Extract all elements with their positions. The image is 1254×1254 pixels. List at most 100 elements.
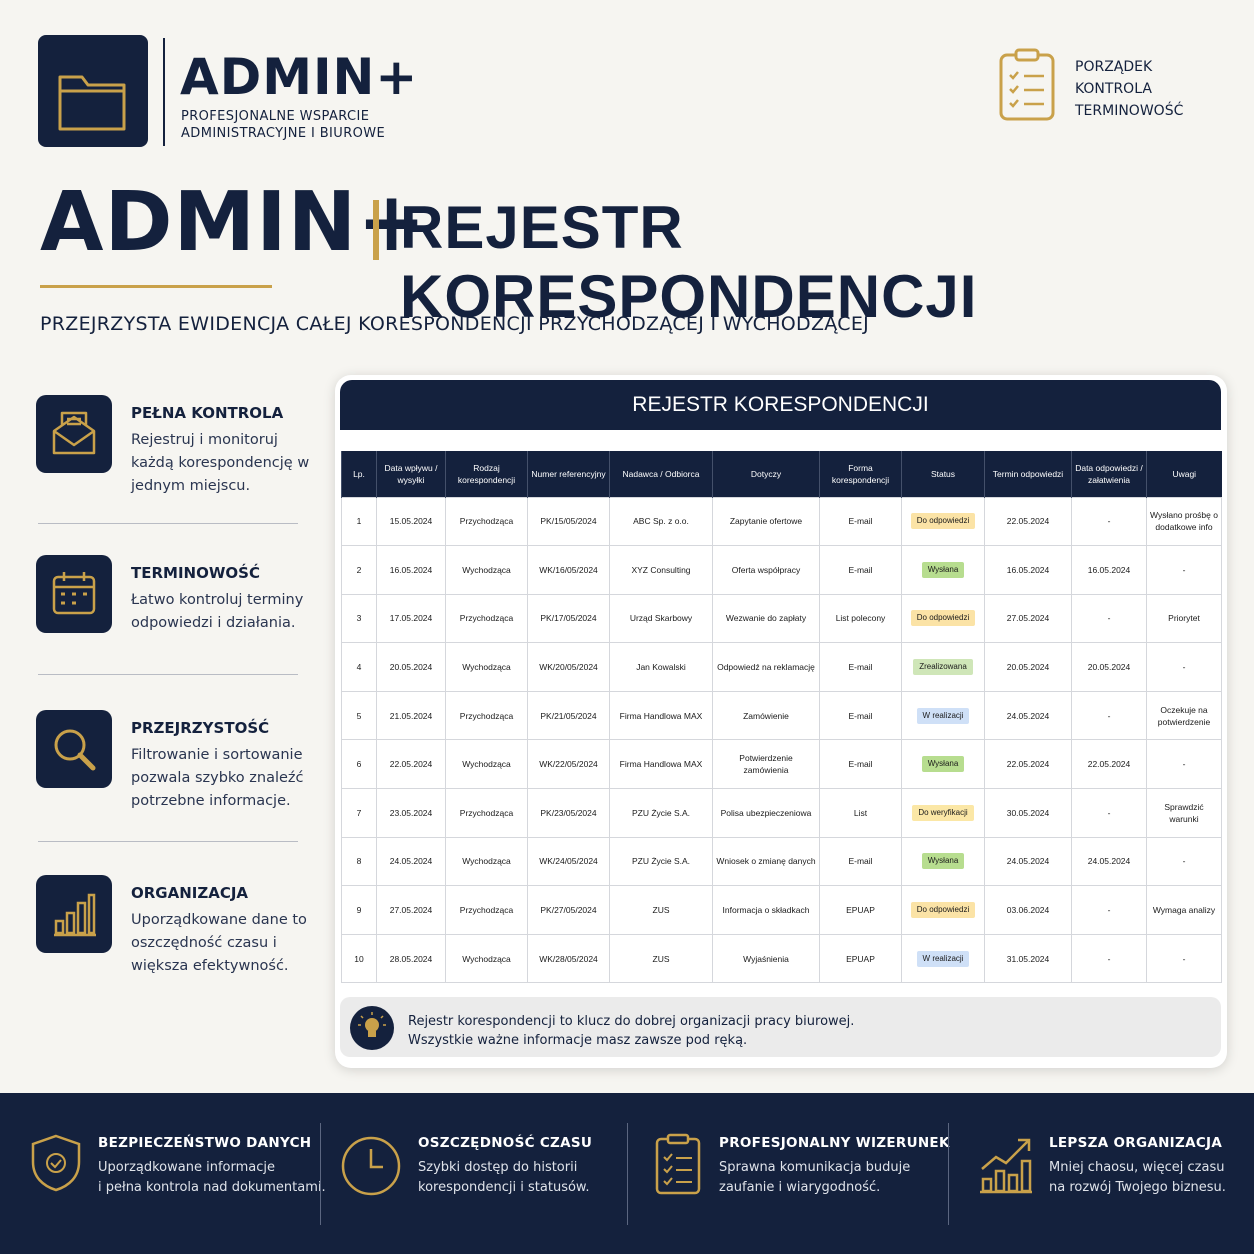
table-cell: PK/21/05/2024: [527, 690, 610, 741]
table-cell: -: [1146, 933, 1222, 984]
table-cell: -: [1146, 836, 1222, 887]
status-pill: Wysłana: [921, 756, 965, 773]
table-cell: List polecony: [819, 593, 902, 644]
table-cell: 7: [341, 788, 377, 838]
main-title: REJESTR KORESPONDENCJI: [400, 194, 978, 330]
table-cell: -: [1146, 739, 1222, 790]
folder-icon: [58, 75, 126, 131]
status-pill: W realizacji: [916, 950, 970, 967]
table-cell: -: [1071, 690, 1147, 741]
table-row: 1 15.05.2024 Przychodząca PK/15/05/2024 ABC …: [341, 496, 1222, 547]
footer-separator: [627, 1123, 628, 1225]
status-cell: Do odpowiedzi: [901, 496, 985, 547]
column-header: Status: [901, 451, 985, 497]
table-cell: Zamówienie: [712, 690, 820, 741]
table-cell: 20.05.2024: [984, 642, 1072, 692]
note-text: Rejestr korespondencji to klucz do dobre…: [408, 1012, 854, 1050]
table-cell: 22.05.2024: [1071, 739, 1147, 790]
table-cell: 5: [341, 690, 377, 741]
column-header: Dotyczy: [712, 451, 820, 497]
status-pill: Do odpowiedzi: [910, 902, 976, 919]
table-cell: 10: [341, 933, 377, 984]
checklist-icon: [655, 1133, 701, 1195]
status-cell: Wysłana: [901, 836, 985, 887]
tagline-line: ADMINISTRACYJNE I BIUROWE: [181, 126, 386, 141]
table-cell: Przychodząca: [445, 788, 528, 838]
table-cell: 20.05.2024: [376, 642, 446, 692]
footer-line: na rozwój Twojego biznesu.: [1049, 1180, 1226, 1195]
footer-text: Uporządkowane informacje i pełna kontrola…: [98, 1158, 326, 1198]
table-title: REJESTR KORESPONDENCJI: [340, 380, 1221, 430]
table-row: 9 27.05.2024 Przychodząca PK/27/05/2024 ZUS I…: [341, 885, 1222, 935]
table-head: Lp. Data wpływu / wysyłki Rodzaj korespond…: [341, 451, 1222, 497]
table-cell: 16.05.2024: [1071, 545, 1147, 595]
status-pill: Wysłana: [921, 853, 965, 870]
table-cell: List: [819, 788, 902, 838]
table-cell: WK/24/05/2024: [527, 836, 610, 887]
table-cell: XYZ Consulting: [609, 545, 713, 595]
badge-line: TERMINOWOŚĆ: [1075, 103, 1184, 119]
status-pill: W realizacji: [916, 707, 970, 724]
table-row: 2 16.05.2024 Wychodząca WK/16/05/2024 XYZ Co…: [341, 545, 1222, 595]
table-cell: PK/23/05/2024: [527, 788, 610, 838]
table-cell: Wniosek o zmianę danych: [712, 836, 820, 887]
table-cell: 28.05.2024: [376, 933, 446, 984]
feature-text: Łatwo kontroluj terminy odpowiedzi i dzi…: [131, 592, 304, 631]
table-cell: E-mail: [819, 690, 902, 741]
status-pill: Wysłana: [921, 561, 965, 578]
clipboard-icon: [999, 48, 1055, 121]
footer-text: Szybki dostęp do historii korespondencji …: [418, 1158, 590, 1198]
table-cell: Przychodząca: [445, 885, 528, 935]
table-row: 3 17.05.2024 Przychodząca PK/17/05/2024 Urzą…: [341, 593, 1222, 644]
separator: [38, 841, 298, 842]
clock-icon: [341, 1136, 401, 1196]
feature-title: PRZEJRZYSTOŚĆ: [131, 719, 270, 737]
table-cell: Wychodząca: [445, 836, 528, 887]
table-cell: -: [1071, 933, 1147, 984]
table-cell: Polisa ubezpieczeniowa: [712, 788, 820, 838]
feature-text: Rejestruj i monitoruj każdą korespondenc…: [131, 432, 310, 494]
search-icon: [54, 729, 96, 771]
title-divider: [373, 200, 379, 260]
table-cell: -: [1146, 545, 1222, 595]
footer-text: Sprawna komunikacja buduje zaufanie i wia…: [719, 1158, 910, 1198]
table-row: 8 24.05.2024 Wychodząca WK/24/05/2024 PZU Ży…: [341, 836, 1222, 887]
status-pill: Do odpowiedzi: [910, 513, 976, 530]
shield-icon: [31, 1134, 81, 1192]
table-cell: E-mail: [819, 642, 902, 692]
table-cell: 2: [341, 545, 377, 595]
underline: [40, 285, 272, 288]
calendar-icon: [52, 572, 96, 615]
table-cell: 24.05.2024: [984, 836, 1072, 887]
table-cell: WK/22/05/2024: [527, 739, 610, 790]
table-cell: 22.05.2024: [376, 739, 446, 790]
footer-line: i pełna kontrola nad dokumentami.: [98, 1180, 326, 1195]
footer-title: LEPSZA ORGANIZACJA: [1049, 1135, 1223, 1151]
table-cell: 16.05.2024: [376, 545, 446, 595]
column-header: Numer referencyjny: [527, 451, 610, 497]
table-cell: E-mail: [819, 496, 902, 547]
table-cell: Przychodząca: [445, 690, 528, 741]
table-cell: 6: [341, 739, 377, 790]
table-cell: Sprawdzić warunki: [1146, 788, 1222, 838]
status-cell: Zrealizowana: [901, 642, 985, 692]
badge: PORZĄDEK KONTROLA TERMINOWOŚĆ: [1075, 56, 1183, 122]
column-header: Uwagi: [1146, 451, 1222, 497]
feature-title: TERMINOWOŚĆ: [131, 564, 260, 582]
note-box: Rejestr korespondencji to klucz do dobre…: [340, 997, 1221, 1057]
feature-icon: [36, 710, 112, 788]
table-cell: -: [1071, 496, 1147, 547]
table-cell: -: [1071, 593, 1147, 644]
table-cell: PZU Życie S.A.: [609, 836, 713, 887]
table-row: 10 28.05.2024 Wychodząca WK/28/05/2024 ZUS Wy…: [341, 933, 1222, 984]
status-cell: Do odpowiedzi: [901, 885, 985, 935]
status-cell: W realizacji: [901, 933, 985, 984]
status-pill: Zrealizowana: [913, 659, 973, 676]
bars-icon: [54, 893, 96, 937]
table-cell: WK/28/05/2024: [527, 933, 610, 984]
table-cell: ZUS: [609, 885, 713, 935]
table-cell: EPUAP: [819, 933, 902, 984]
table-cell: E-mail: [819, 836, 902, 887]
table-cell: -: [1071, 885, 1147, 935]
